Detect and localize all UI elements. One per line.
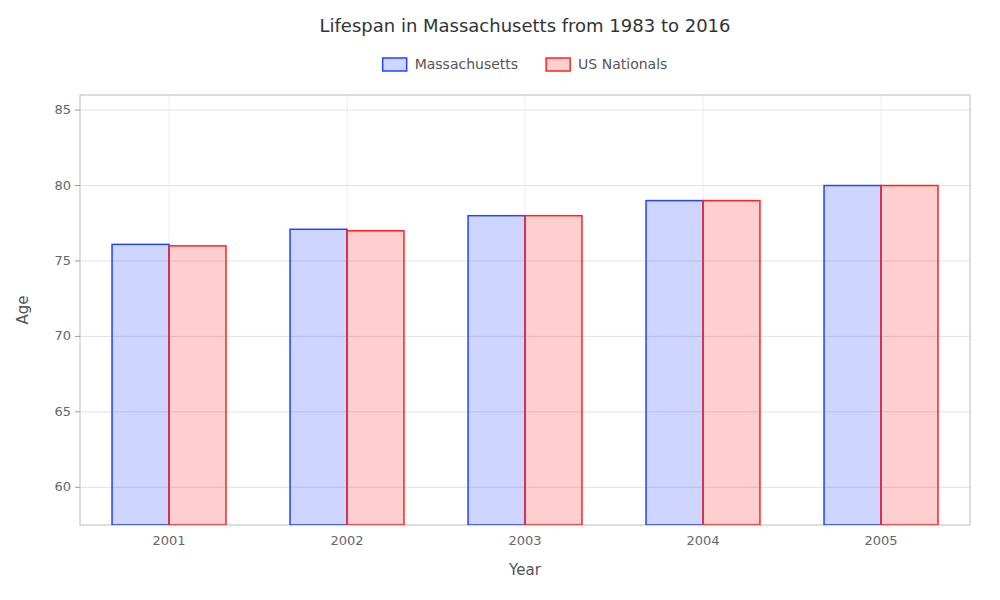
tick-y xyxy=(75,411,80,412)
bar xyxy=(824,186,881,525)
tick-label-x: 2003 xyxy=(508,533,541,548)
bar xyxy=(525,216,582,525)
tick-label-y: 60 xyxy=(54,479,71,494)
tick-label-y: 85 xyxy=(54,102,71,117)
tick-label-y: 75 xyxy=(54,253,71,268)
legend-item: Massachusetts xyxy=(383,56,518,72)
tick-label-y: 70 xyxy=(54,328,71,343)
axis-label-x: Year xyxy=(508,561,542,579)
bars xyxy=(112,186,938,525)
tick-label-x: 2001 xyxy=(152,533,185,548)
tick-label-y: 80 xyxy=(54,178,71,193)
tick-label-y: 65 xyxy=(54,404,71,419)
bar xyxy=(881,186,938,525)
plot-frame xyxy=(80,95,970,525)
legend-item: US Nationals xyxy=(546,56,667,72)
tick-label-x: 2002 xyxy=(330,533,363,548)
tick-y xyxy=(75,260,80,261)
tick-y xyxy=(75,336,80,337)
legend: Massachusetts US Nationals xyxy=(383,56,668,72)
bar xyxy=(169,246,226,525)
tick-label-x: 2004 xyxy=(686,533,719,548)
bar xyxy=(290,229,347,525)
grid xyxy=(80,95,970,525)
axis-label-y: Age xyxy=(14,295,32,324)
legend-swatch xyxy=(546,58,570,71)
bar xyxy=(646,201,703,525)
bar xyxy=(468,216,525,525)
tick-label-x: 2005 xyxy=(864,533,897,548)
bar xyxy=(703,201,760,525)
chart-title: Lifespan in Massachusetts from 1983 to 2… xyxy=(319,15,730,36)
tick-y xyxy=(75,487,80,488)
chart: Lifespan in Massachusetts from 1983 to 2… xyxy=(0,0,1000,600)
bar xyxy=(112,244,169,525)
legend-label: US Nationals xyxy=(578,56,667,72)
tick-y xyxy=(75,110,80,111)
legend-label: Massachusetts xyxy=(415,56,518,72)
legend-swatch xyxy=(383,58,407,71)
tick-y xyxy=(75,185,80,186)
bar xyxy=(347,231,404,525)
